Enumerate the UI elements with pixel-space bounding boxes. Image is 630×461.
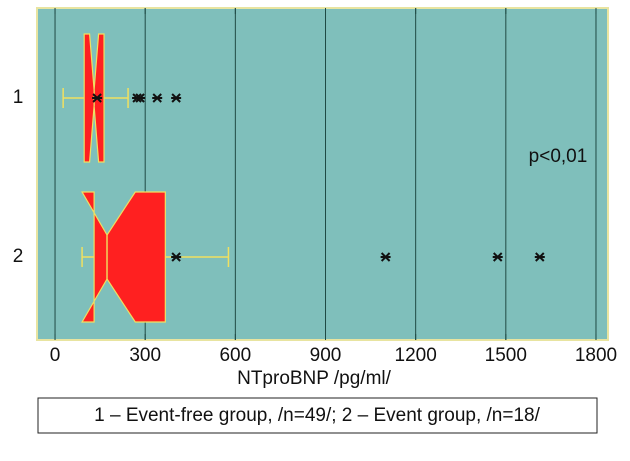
outlier [171, 93, 182, 103]
y-tick-label: 2 [13, 246, 24, 267]
x-axis-label: NTproBNP /pg/ml/ [237, 368, 392, 389]
x-tick-label: 900 [310, 345, 342, 366]
outlier [135, 93, 146, 103]
mean-marker [92, 93, 103, 103]
annotation: p<0,01 [529, 146, 588, 167]
x-tick-label: 1500 [485, 345, 527, 366]
outlier [152, 93, 163, 103]
legend-box [37, 397, 598, 434]
mean-marker [171, 252, 182, 262]
x-tick-label: 0 [50, 345, 61, 366]
legend-text: 1 – Event-free group, /n=49/; 2 – Event … [94, 405, 540, 426]
x-tick-label: 600 [219, 345, 251, 366]
x-tick-label: 300 [129, 345, 161, 366]
outlier [380, 252, 391, 262]
x-tick-label: 1800 [575, 345, 617, 366]
outlier [534, 252, 545, 262]
y-tick-label: 1 [13, 87, 24, 108]
x-tick-label: 1200 [395, 345, 437, 366]
outlier [492, 252, 503, 262]
